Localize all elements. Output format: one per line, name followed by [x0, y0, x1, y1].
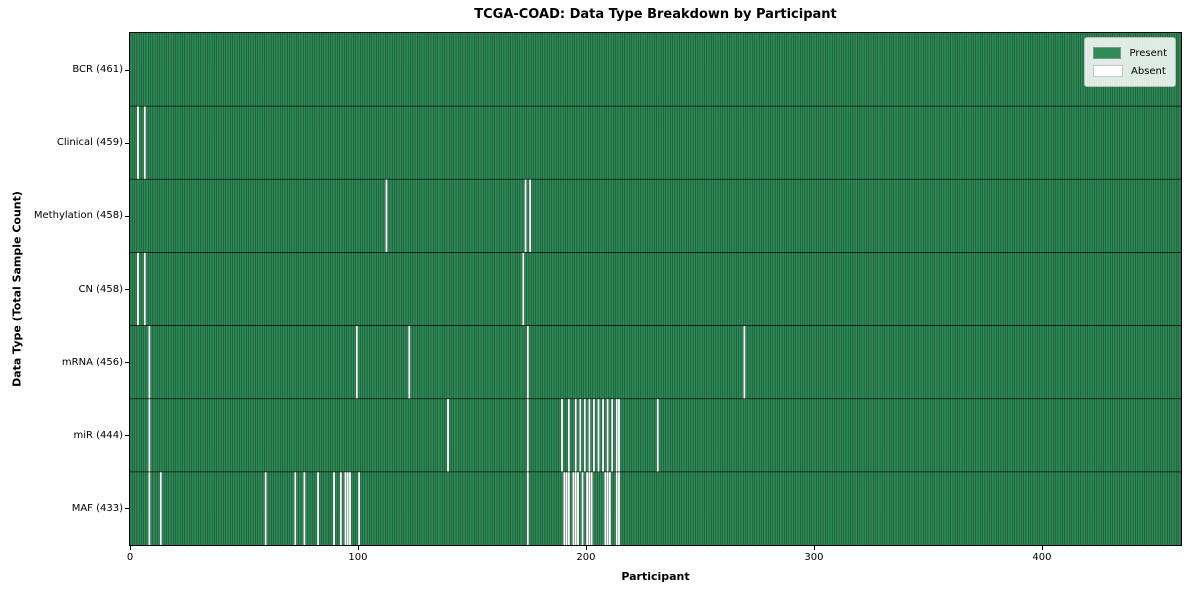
x-tick-label: 0	[126, 552, 134, 563]
legend-present-swatch-icon	[1093, 47, 1122, 59]
legend-absent-label: Absent	[1131, 65, 1166, 77]
legend: Present Absent	[1084, 37, 1176, 87]
y-tick-mark	[125, 69, 129, 71]
x-tick-label: 200	[576, 552, 596, 563]
heatmap-canvas	[130, 33, 1181, 545]
y-tick-mark	[125, 289, 129, 290]
plot-area	[129, 32, 1182, 546]
y-tick-label: mRNA (456)	[61, 356, 123, 368]
x-tick-mark	[1041, 546, 1043, 550]
x-tick-label: 400	[1032, 552, 1052, 563]
y-tick-mark	[125, 142, 129, 144]
y-tick-label: Methylation (458)	[33, 210, 123, 222]
y-tick-mark	[125, 435, 129, 437]
legend-absent-swatch-icon	[1093, 65, 1123, 77]
y-axis-label: Data Type (Total Sample Count)	[10, 191, 24, 387]
x-tick-label: 100	[348, 552, 368, 563]
y-tick-mark	[125, 215, 129, 217]
y-tick-mark	[125, 362, 129, 364]
x-tick-mark	[585, 546, 587, 550]
x-axis-label: Participant	[621, 570, 690, 583]
legend-item-absent: Absent	[1093, 62, 1167, 80]
legend-present-label: Present	[1129, 47, 1167, 59]
y-tick-label: BCR (461)	[72, 64, 123, 76]
y-tick-label: miR (444)	[73, 429, 123, 441]
x-tick-label: 300	[804, 552, 824, 563]
y-tick-label: MAF (433)	[71, 502, 123, 514]
x-tick-mark	[130, 546, 131, 550]
legend-item-present: Present	[1093, 44, 1167, 62]
y-tick-label: CN (458)	[78, 283, 123, 295]
y-tick-mark	[125, 508, 129, 510]
y-tick-label: Clinical (459)	[56, 137, 123, 149]
chart-title: TCGA-COAD: Data Type Breakdown by Partic…	[474, 7, 837, 22]
x-tick-mark	[813, 546, 815, 550]
x-tick-mark	[357, 546, 359, 550]
